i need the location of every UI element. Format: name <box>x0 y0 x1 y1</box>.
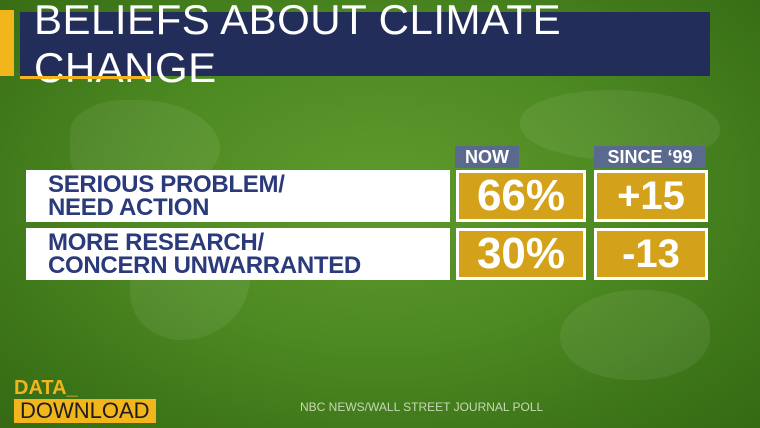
row-label-line1: SERIOUS PROBLEM/ <box>48 171 285 198</box>
title-accent-bar <box>0 10 14 76</box>
chart-title: BELIEFS ABOUT CLIMATE CHANGE <box>20 0 710 91</box>
cell-since-serious-problem: +15 <box>594 170 708 222</box>
map-background-shape <box>560 290 710 380</box>
cell-now-more-research: 30% <box>456 228 586 280</box>
title-underline <box>20 76 150 79</box>
cell-since-more-research: -13 <box>594 228 708 280</box>
logo-line1: DATA_ <box>14 377 78 399</box>
row-label-more-research: MORE RESEARCH/ CONCERN UNWARRANTED <box>26 228 450 280</box>
cell-now-serious-problem: 66% <box>456 170 586 222</box>
logo-line2: DOWNLOAD <box>14 399 156 423</box>
row-label-line1: MORE RESEARCH/ <box>48 229 264 256</box>
source-credit: NBC NEWS/WALL STREET JOURNAL POLL <box>300 400 544 414</box>
row-label-line2: NEED ACTION <box>48 194 210 221</box>
column-header-now: NOW <box>455 146 519 168</box>
row-label-line2: CONCERN UNWARRANTED <box>48 252 361 279</box>
row-label-serious-problem: SERIOUS PROBLEM/ NEED ACTION <box>26 170 450 222</box>
column-header-since: SINCE ‘99 <box>594 146 706 168</box>
data-download-logo: DATA_ DOWNLOAD <box>14 378 156 423</box>
